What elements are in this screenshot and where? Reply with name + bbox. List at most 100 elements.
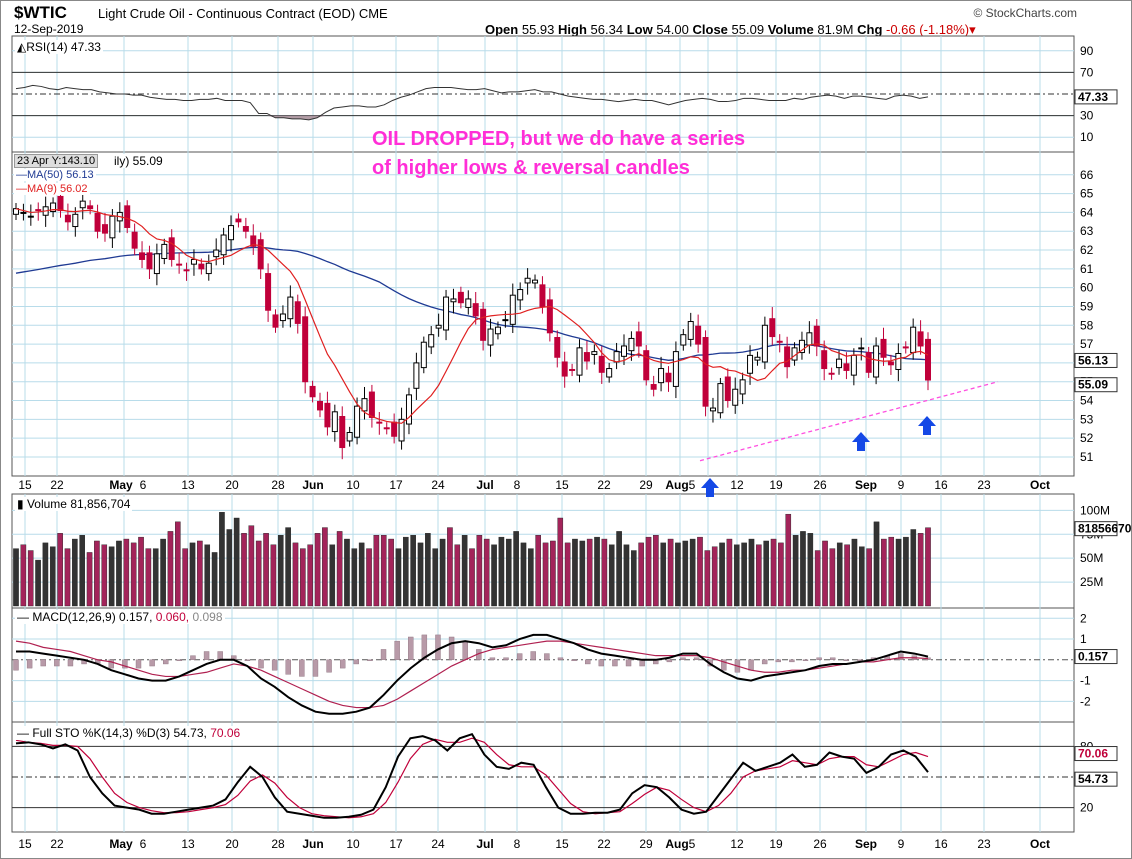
volume-bar: [711, 546, 718, 607]
x-axis-label: May: [109, 478, 133, 492]
candle-body: [784, 346, 791, 368]
rsi-tick: 90: [1080, 44, 1094, 58]
price-tick: 51: [1080, 450, 1094, 464]
volume-bar: [130, 542, 137, 607]
candle-body: [569, 368, 576, 371]
macd-hist-bar: [408, 636, 414, 661]
candle-body: [228, 225, 235, 241]
annotation-line-1: OIL DROPPED, but we do have a series: [372, 128, 746, 150]
volume-bar: [851, 538, 858, 607]
candle-body: [309, 385, 316, 398]
volume-bar: [417, 542, 424, 607]
volume-bar: [57, 533, 63, 607]
candle-body: [747, 354, 754, 374]
x-axis-label: 9: [898, 837, 905, 851]
sto-label: — Full STO %K(14,3) %D(3) 54.73, 70.06: [15, 726, 243, 740]
x-axis-label: 22: [597, 478, 611, 492]
candle-body: [235, 218, 242, 223]
volume-bar: [42, 542, 49, 607]
candle-body: [72, 213, 79, 228]
panel-macd: [11, 607, 1075, 723]
candle-body: [798, 339, 805, 354]
volume-bar: [608, 544, 615, 607]
x-axis-label: 19: [769, 837, 783, 851]
candle-body: [910, 326, 917, 354]
candle-body: [420, 341, 427, 369]
ma50-line-icon: —: [16, 169, 27, 181]
volume-bar: [300, 548, 306, 607]
candle-body: [865, 352, 872, 373]
candle-body: [443, 296, 450, 331]
candle-body: [902, 346, 909, 349]
candle-body: [317, 400, 323, 411]
volume-bar: [748, 538, 755, 607]
symbol-title: $WTIC: [14, 3, 67, 22]
rsi-line: [15, 84, 929, 121]
candle-body: [57, 195, 64, 212]
instrument-description: Light Crude Oil - Continuous Contract (E…: [98, 6, 388, 21]
candle-body: [250, 235, 257, 247]
volume-bar: [189, 542, 196, 607]
volume-bar: [836, 542, 843, 607]
candle-body: [732, 388, 739, 406]
macd-hist-bar: [149, 659, 155, 667]
volume-bar: [248, 525, 255, 607]
vol-tick: 50M: [1080, 551, 1103, 565]
macd-hist-bar: [666, 659, 673, 663]
candle-body: [391, 421, 398, 437]
x-axis-label: 8: [514, 837, 521, 851]
volume-bar: [917, 533, 924, 607]
sto-k-line: [15, 732, 929, 819]
volume-bar: [175, 521, 181, 607]
volume-bar: [601, 538, 608, 607]
open-value: 55.93: [521, 22, 555, 37]
close-label: Close: [692, 22, 728, 37]
volume-bar: [572, 538, 578, 607]
vol-tick: 100M: [1080, 503, 1110, 517]
macd-hist-bar: [571, 659, 577, 662]
volume-bar: [660, 542, 667, 607]
volume-bar: [866, 548, 872, 607]
macd-hist-bar: [13, 659, 19, 671]
candle-body: [168, 237, 175, 260]
candle-body: [361, 398, 368, 412]
candle-body: [761, 324, 768, 363]
price-tick: 53: [1080, 412, 1094, 426]
candle-body: [502, 319, 509, 322]
candle-body: [887, 361, 894, 366]
volume-bar: [138, 536, 144, 607]
x-axis-label: 12: [730, 478, 744, 492]
price-label: ily) 55.09: [112, 154, 165, 168]
candle-body: [413, 362, 420, 389]
rsi-layer: [12, 71, 1074, 121]
candle-body: [146, 252, 153, 270]
macd-hist-bar: [761, 659, 768, 665]
axis-layer: 15 22 May 6 13 20 28 Jun 10 17 24 Jul 8 15 22 29 Aug 5 12 1…: [18, 44, 1131, 851]
macd-hist-bar: [816, 657, 822, 661]
volume-bar: [182, 548, 188, 607]
candle-body: [880, 338, 887, 358]
x-axis-label: 10: [346, 837, 360, 851]
macd-hist-bar: [421, 634, 428, 661]
macd-hist-bar: [843, 659, 850, 662]
candle-body: [813, 325, 820, 347]
macd-hist-bar: [802, 659, 809, 662]
rsi-triangle-icon: ◭: [17, 40, 27, 54]
x-axis-label: 20: [225, 837, 239, 851]
candle-body: [554, 337, 561, 358]
volume-bar: [410, 535, 416, 607]
ma9-line: [15, 208, 929, 424]
volume-bar: [439, 538, 446, 607]
ma50-value-tag: 56.13: [1074, 352, 1118, 368]
volume-bar: [314, 533, 321, 607]
candle-body: [717, 383, 724, 414]
volume-value-tag: 81856670: [1074, 521, 1132, 537]
volume-bar: [211, 552, 218, 607]
volume-bar: [594, 536, 600, 607]
volume-bar: [86, 552, 93, 607]
price-tick: 60: [1080, 281, 1094, 295]
x-axis-label: 29: [639, 837, 653, 851]
macd-hist-bar: [122, 659, 128, 669]
candle-body: [153, 253, 160, 275]
candle-body: [87, 205, 94, 210]
